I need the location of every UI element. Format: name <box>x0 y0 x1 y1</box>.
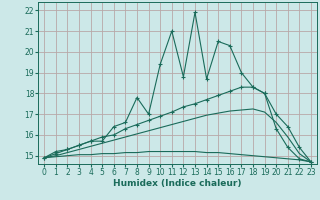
X-axis label: Humidex (Indice chaleur): Humidex (Indice chaleur) <box>113 179 242 188</box>
